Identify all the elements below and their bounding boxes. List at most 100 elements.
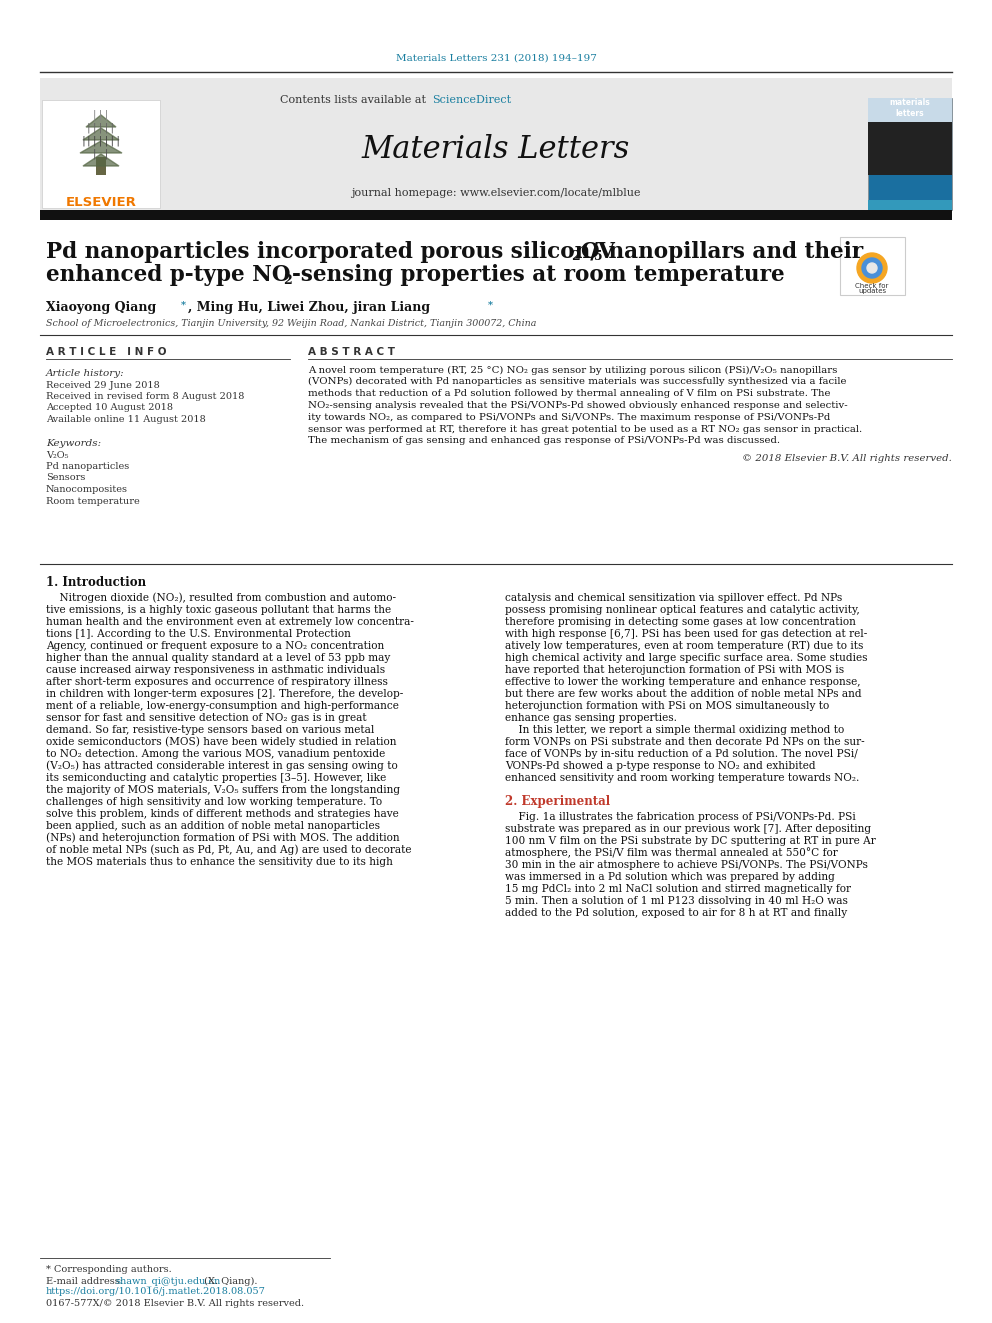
Text: Xiaoyong Qiang: Xiaoyong Qiang [46,302,157,315]
Text: Pd nanoparticles incorporated porous silicon/V: Pd nanoparticles incorporated porous sil… [46,241,615,263]
Text: Available online 11 August 2018: Available online 11 August 2018 [46,415,205,423]
Text: O: O [580,241,598,263]
Polygon shape [80,142,122,153]
Text: Sensors: Sensors [46,474,85,483]
Text: Contents lists available at: Contents lists available at [281,95,430,105]
Text: methods that reduction of a Pd solution followed by thermal annealing of V film : methods that reduction of a Pd solution … [308,389,830,398]
Text: face of VONPs by in-situ reduction of a Pd solution. The novel PSi/: face of VONPs by in-situ reduction of a … [505,749,858,759]
Bar [868,122,952,175]
Circle shape [862,258,882,278]
Text: nanopillars and their: nanopillars and their [601,241,863,263]
Text: atmosphere, the PSi/V film was thermal annealed at 550°C for: atmosphere, the PSi/V film was thermal a… [505,848,838,859]
Text: 30 min in the air atmosphere to achieve PSi/VONPs. The PSi/VONPs: 30 min in the air atmosphere to achieve … [505,860,868,871]
Text: In this letter, we report a simple thermal oxidizing method to: In this letter, we report a simple therm… [505,725,844,736]
Text: but there are few works about the addition of noble metal NPs and: but there are few works about the additi… [505,689,862,699]
Text: 0167-577X/© 2018 Elsevier B.V. All rights reserved.: 0167-577X/© 2018 Elsevier B.V. All right… [46,1298,305,1307]
Text: atively low temperatures, even at room temperature (RT) due to its: atively low temperatures, even at room t… [505,640,863,651]
Text: was immersed in a Pd solution which was prepared by adding: was immersed in a Pd solution which was … [505,872,835,882]
Text: therefore promising in detecting some gases at low concentration: therefore promising in detecting some ga… [505,617,856,627]
Text: journal homepage: www.elsevier.com/locate/mlblue: journal homepage: www.elsevier.com/locat… [351,188,641,198]
Text: human health and the environment even at extremely low concentra-: human health and the environment even at… [46,617,414,627]
Text: E-mail address:: E-mail address: [46,1277,126,1286]
Text: oxide semiconductors (MOS) have been widely studied in relation: oxide semiconductors (MOS) have been wid… [46,737,397,747]
Circle shape [867,263,877,273]
Text: the majority of MOS materials, V₂O₅ suffers from the longstanding: the majority of MOS materials, V₂O₅ suff… [46,785,400,795]
Text: been applied, such as an addition of noble metal nanoparticles: been applied, such as an addition of nob… [46,822,380,831]
Text: V₂O₅: V₂O₅ [46,451,68,459]
Text: 15 mg PdCl₂ into 2 ml NaCl solution and stirred magnetically for: 15 mg PdCl₂ into 2 ml NaCl solution and … [505,884,851,894]
Text: higher than the annual quality standard at a level of 53 ppb may: higher than the annual quality standard … [46,654,390,663]
Bar [40,78,952,210]
Text: sensor was performed at RT, therefore it has great potential to be used as a RT : sensor was performed at RT, therefore it… [308,425,862,434]
Text: 2. Experimental: 2. Experimental [505,795,610,808]
Text: Keywords:: Keywords: [46,438,101,447]
Text: 100 nm V film on the PSi substrate by DC sputtering at RT in pure Ar: 100 nm V film on the PSi substrate by DC… [505,836,876,845]
Text: Materials Letters 231 (2018) 194–197: Materials Letters 231 (2018) 194–197 [396,53,596,62]
Text: tions [1]. According to the U.S. Environmental Protection: tions [1]. According to the U.S. Environ… [46,628,351,639]
Text: ity towards NO₂, as compared to PSi/VONPs and Si/VONPs. The maximum response of : ity towards NO₂, as compared to PSi/VONP… [308,413,830,422]
Text: challenges of high sensitivity and low working temperature. To: challenges of high sensitivity and low w… [46,796,382,807]
Text: * Corresponding authors.: * Corresponding authors. [46,1266,172,1274]
Text: form VONPs on PSi substrate and then decorate Pd NPs on the sur-: form VONPs on PSi substrate and then dec… [505,737,865,747]
Text: enhanced p-type NO: enhanced p-type NO [46,265,291,286]
Circle shape [857,253,887,283]
Text: materials
letters: materials letters [890,98,930,118]
Text: after short-term exposures and occurrence of respiratory illness: after short-term exposures and occurrenc… [46,677,388,687]
Text: ELSEVIER: ELSEVIER [65,197,137,209]
Text: of noble metal NPs (such as Pd, Pt, Au, and Ag) are used to decorate: of noble metal NPs (such as Pd, Pt, Au, … [46,844,412,855]
Text: shawn_qi@tju.edu.cn: shawn_qi@tju.edu.cn [116,1277,221,1286]
Text: sensor for fast and sensitive detection of NO₂ gas is in great: sensor for fast and sensitive detection … [46,713,367,722]
Text: its semiconducting and catalytic properties [3–5]. However, like: its semiconducting and catalytic propert… [46,773,386,783]
Text: Fig. 1a illustrates the fabrication process of PSi/VONPs-Pd. PSi: Fig. 1a illustrates the fabrication proc… [505,812,856,822]
Text: updates: updates [858,288,886,294]
Text: (V₂O₅) has attracted considerable interest in gas sensing owing to: (V₂O₅) has attracted considerable intere… [46,761,398,771]
Text: , Ming Hu, Liwei Zhou, jiran Liang: , Ming Hu, Liwei Zhou, jiran Liang [188,302,431,315]
Text: |||||: ||||| [80,123,122,134]
Text: VONPs-Pd showed a p-type response to NO₂ and exhibited: VONPs-Pd showed a p-type response to NO₂… [505,761,815,771]
Text: *: * [488,300,493,310]
Bar [96,157,106,175]
Text: The mechanism of gas sensing and enhanced gas response of PSi/VONPs-Pd was discu: The mechanism of gas sensing and enhance… [308,437,780,446]
Text: School of Microelectronics, Tianjin University, 92 Weijin Road, Nankai District,: School of Microelectronics, Tianjin Univ… [46,319,537,328]
Text: in children with longer-term exposures [2]. Therefore, the develop-: in children with longer-term exposures [… [46,689,404,699]
Text: A novel room temperature (RT, 25 °C) NO₂ gas sensor by utilizing porous silicon : A novel room temperature (RT, 25 °C) NO₂… [308,365,837,374]
Text: enhanced sensitivity and room working temperature towards NO₂.: enhanced sensitivity and room working te… [505,773,859,783]
Text: 5 min. Then a solution of 1 ml P123 dissolving in 40 ml H₂O was: 5 min. Then a solution of 1 ml P123 diss… [505,896,848,906]
Text: Accepted 10 August 2018: Accepted 10 August 2018 [46,404,173,413]
Bar [840,237,905,295]
Text: |||||||: ||||||| [80,136,122,147]
Text: possess promising nonlinear optical features and catalytic activity,: possess promising nonlinear optical feat… [505,605,860,615]
Text: heterojunction formation with PSi on MOS simultaneously to: heterojunction formation with PSi on MOS… [505,701,829,710]
Bar [868,98,952,210]
Polygon shape [83,128,119,140]
Text: (X. Qiang).: (X. Qiang). [201,1277,258,1286]
Text: Agency, continued or frequent exposure to a NO₂ concentration: Agency, continued or frequent exposure t… [46,642,384,651]
Text: enhance gas sensing properties.: enhance gas sensing properties. [505,713,677,722]
Text: 1. Introduction: 1. Introduction [46,577,146,590]
Text: high chemical activity and large specific surface area. Some studies: high chemical activity and large specifi… [505,654,867,663]
Text: (VONPs) decorated with Pd nanoparticles as sensitive materials was successfully : (VONPs) decorated with Pd nanoparticles … [308,377,846,386]
Text: effective to lower the working temperature and enhance response,: effective to lower the working temperatu… [505,677,860,687]
Text: catalysis and chemical sensitization via spillover effect. Pd NPs: catalysis and chemical sensitization via… [505,593,842,603]
Text: Room temperature: Room temperature [46,496,140,505]
Text: Check for: Check for [855,283,889,288]
Polygon shape [86,115,116,127]
Text: A B S T R A C T: A B S T R A C T [308,347,395,357]
Text: © 2018 Elsevier B.V. All rights reserved.: © 2018 Elsevier B.V. All rights reserved… [742,454,952,463]
Text: |||: ||| [80,110,122,120]
Text: tive emissions, is a highly toxic gaseous pollutant that harms the: tive emissions, is a highly toxic gaseou… [46,605,391,615]
Text: Nitrogen dioxide (NO₂), resulted from combustion and automo-: Nitrogen dioxide (NO₂), resulted from co… [46,593,396,603]
Bar [868,200,952,210]
Text: added to the Pd solution, exposed to air for 8 h at RT and finally: added to the Pd solution, exposed to air… [505,908,847,918]
Polygon shape [83,153,119,165]
Text: Received in revised form 8 August 2018: Received in revised form 8 August 2018 [46,392,244,401]
Text: demand. So far, resistive-type sensors based on various metal: demand. So far, resistive-type sensors b… [46,725,374,736]
Text: substrate was prepared as in our previous work [7]. After depositing: substrate was prepared as in our previou… [505,824,871,833]
Bar [42,101,160,208]
Bar [40,210,952,220]
Text: Received 29 June 2018: Received 29 June 2018 [46,381,160,389]
Text: solve this problem, kinds of different methods and strategies have: solve this problem, kinds of different m… [46,808,399,819]
Text: 2: 2 [283,274,292,287]
Text: Materials Letters: Materials Letters [362,135,630,165]
Text: 5: 5 [594,250,602,263]
